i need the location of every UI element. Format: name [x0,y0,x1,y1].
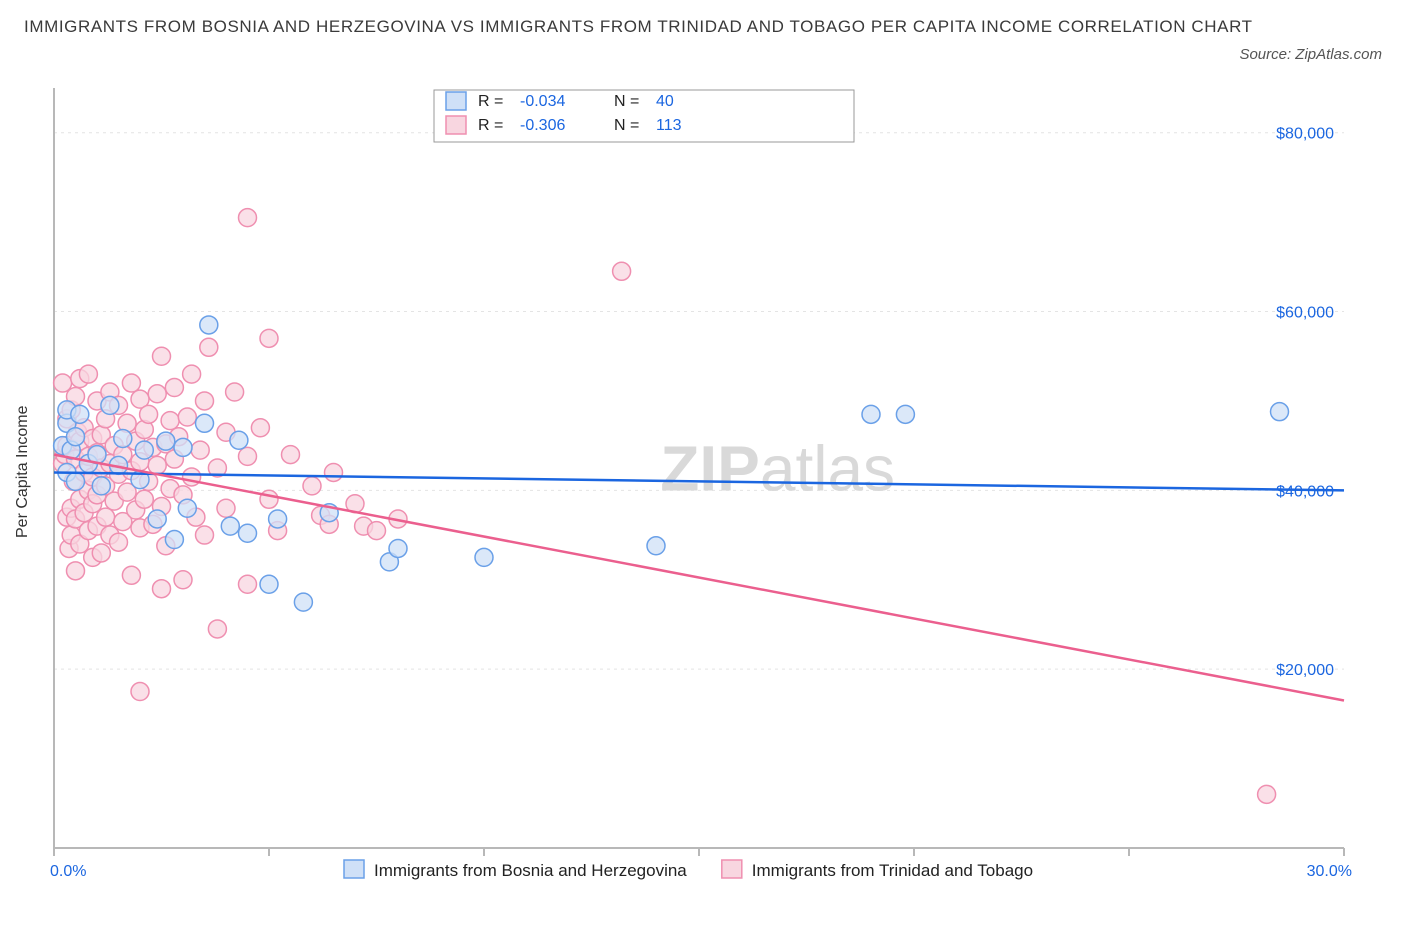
data-point [1271,403,1289,421]
data-point [122,566,140,584]
data-point [174,438,192,456]
data-point [221,517,239,535]
data-point [101,396,119,414]
data-point [92,477,110,495]
data-point [92,544,110,562]
data-point [368,522,386,540]
data-point [67,562,85,580]
legend-label: Immigrants from Bosnia and Herzegovina [374,861,687,880]
data-point [131,683,149,701]
data-point [165,531,183,549]
data-point [862,405,880,423]
svg-text:0.0%: 0.0% [50,863,86,880]
data-point [239,209,257,227]
watermark: ZIPatlas [660,432,895,504]
svg-text:30.0%: 30.0% [1307,863,1352,880]
svg-text:R =: R = [478,93,503,110]
data-point [122,374,140,392]
data-point [157,432,175,450]
data-point [269,510,287,528]
data-point [135,490,153,508]
data-point [165,379,183,397]
data-point [110,533,128,551]
svg-text:$60,000: $60,000 [1276,305,1334,322]
data-point [260,329,278,347]
data-point [389,539,407,557]
data-point [148,456,166,474]
data-point [260,490,278,508]
data-point [282,446,300,464]
svg-text:40: 40 [656,93,674,110]
data-point [153,580,171,598]
svg-text:N =: N = [614,93,639,110]
data-point [114,429,132,447]
chart-container: Per Capita Income $20,000$40,000$60,000$… [20,88,1386,908]
data-point [239,447,257,465]
svg-text:$80,000: $80,000 [1276,126,1334,143]
data-point [303,477,321,495]
svg-text:$20,000: $20,000 [1276,662,1334,679]
data-point [200,316,218,334]
data-point [294,593,312,611]
data-point [196,526,214,544]
data-point [1258,785,1276,803]
svg-text:-0.034: -0.034 [520,93,565,110]
data-point [239,524,257,542]
data-point [174,571,192,589]
data-point [148,385,166,403]
data-point [239,575,257,593]
data-point [148,510,166,528]
data-point [200,338,218,356]
data-point [97,508,115,526]
data-point [67,428,85,446]
data-point [260,575,278,593]
svg-text:R =: R = [478,117,503,134]
data-point [251,419,269,437]
svg-text:$40,000: $40,000 [1276,483,1334,500]
data-point [67,472,85,490]
data-point [71,405,89,423]
page-title: IMMIGRANTS FROM BOSNIA AND HERZEGOVINA V… [24,10,1382,44]
data-point [230,431,248,449]
data-point [475,548,493,566]
data-point [196,392,214,410]
data-point [178,408,196,426]
data-point [613,262,631,280]
legend-swatch [344,860,364,878]
legend-swatch [722,860,742,878]
data-point [79,365,97,383]
data-point [896,405,914,423]
data-point [647,537,665,555]
data-point [178,499,196,517]
data-point [226,383,244,401]
data-point [196,414,214,432]
y-axis-label: Per Capita Income [14,406,32,539]
svg-text:N =: N = [614,117,639,134]
data-point [191,441,209,459]
data-point [153,347,171,365]
legend-label: Immigrants from Trinidad and Tobago [752,861,1033,880]
data-point [325,463,343,481]
data-point [183,365,201,383]
svg-text:113: 113 [656,117,682,134]
source-label: Source: ZipAtlas.com [1239,46,1382,63]
data-point [217,499,235,517]
data-point [208,620,226,638]
data-point [161,412,179,430]
data-point [140,405,158,423]
data-point [135,441,153,459]
correlation-scatter-chart: $20,000 $40,000 $60,000 $80,000 0.0% 30.0% ZIP… [20,88,1386,908]
svg-text:-0.306: -0.306 [520,117,565,134]
